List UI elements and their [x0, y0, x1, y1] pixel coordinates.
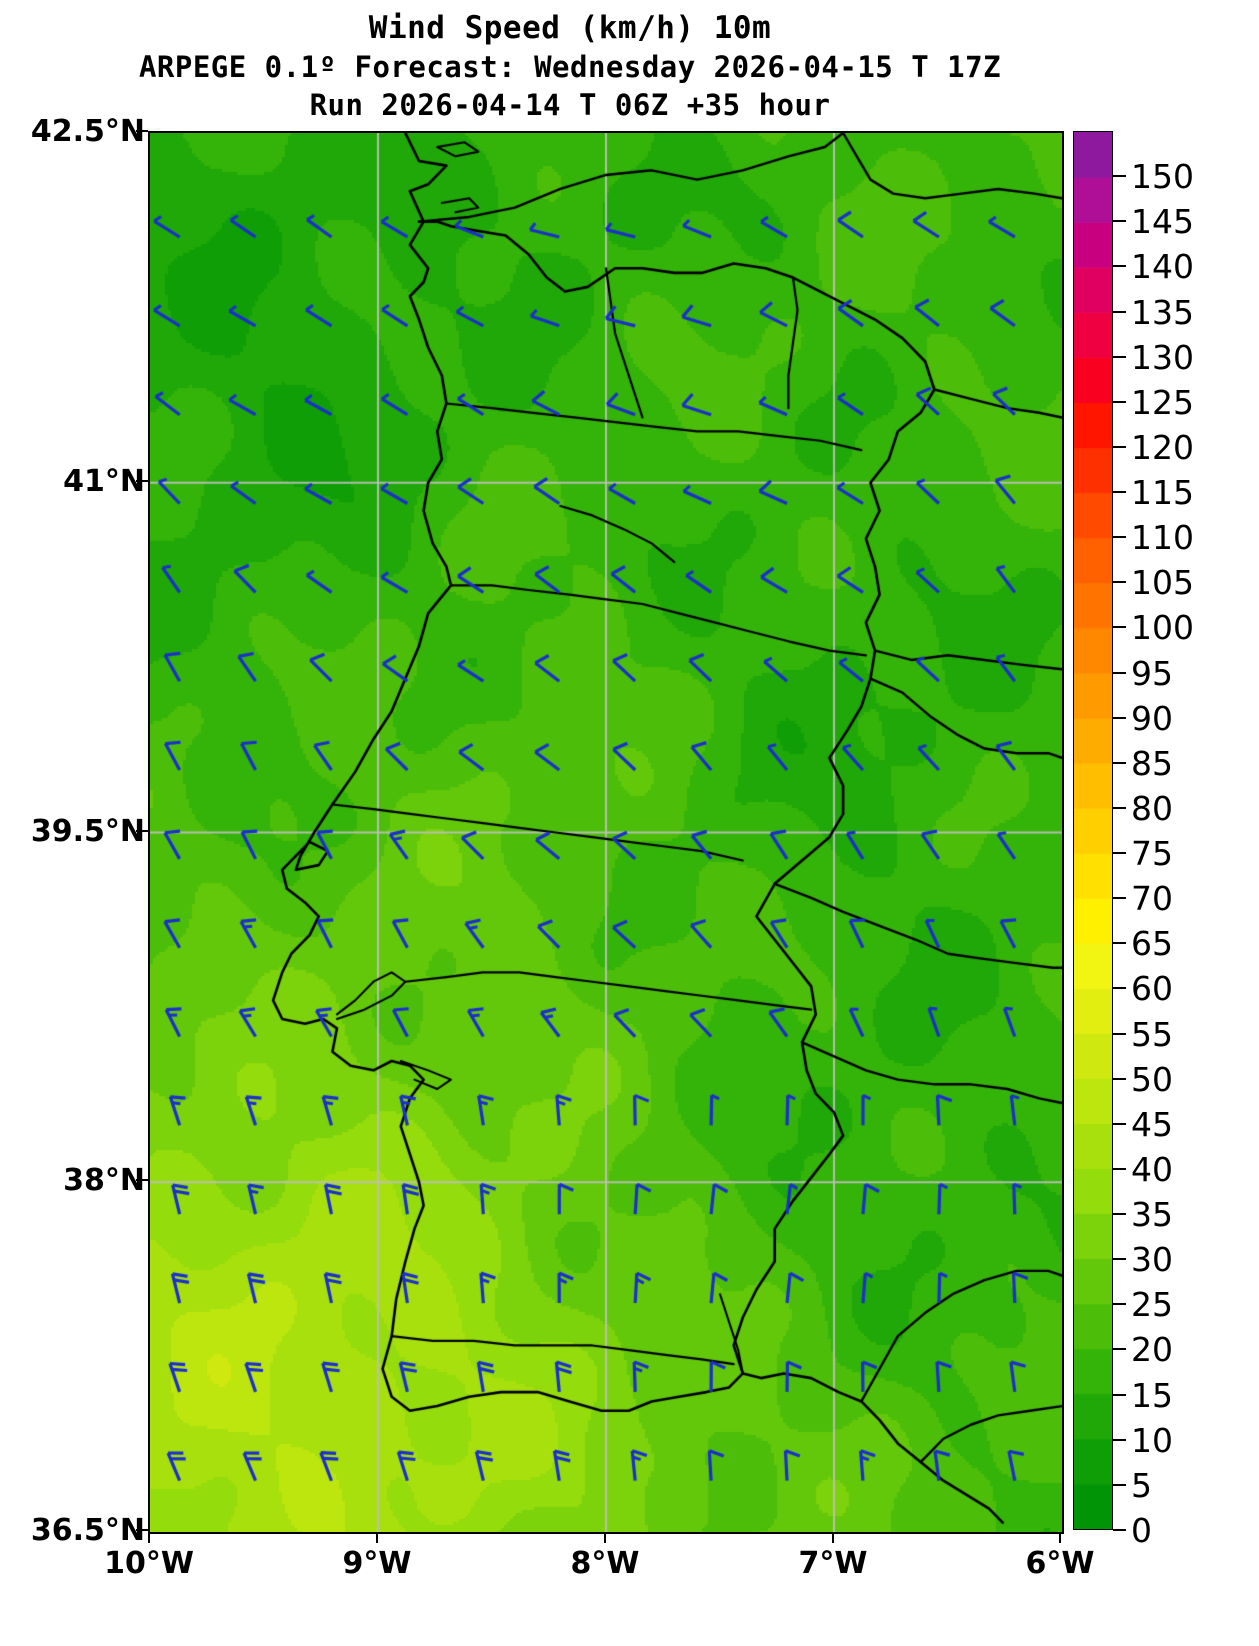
- lon-tick-mark: [148, 1533, 150, 1543]
- lon-tick-mark: [604, 1533, 606, 1543]
- colorbar-tick-label: 30: [1131, 1240, 1173, 1280]
- lon-tick-label: 10°W: [104, 1546, 194, 1581]
- colorbar-tick-label: 95: [1131, 653, 1173, 693]
- colorbar-tick-label: 145: [1131, 202, 1194, 242]
- lon-tick-mark: [376, 1533, 378, 1543]
- lon-tick-mark: [1059, 1533, 1061, 1543]
- colorbar-tick-mark: [1113, 1213, 1126, 1216]
- wind-speed-contour-layer: [150, 133, 1062, 1532]
- colorbar-tick-label: 85: [1131, 743, 1173, 783]
- colorbar-tick-mark: [1113, 400, 1126, 403]
- colorbar-tick-label: 105: [1131, 563, 1194, 603]
- colorbar-tick-mark: [1113, 355, 1126, 358]
- colorbar-tick-mark: [1113, 1303, 1126, 1306]
- colorbar-tick-label: 90: [1131, 698, 1173, 738]
- colorbar-tick-label: 140: [1131, 247, 1194, 287]
- colorbar-tick-label: 25: [1131, 1285, 1173, 1325]
- colorbar-tick-mark: [1113, 1348, 1126, 1351]
- colorbar-tick-mark: [1113, 806, 1126, 809]
- colorbar-tick-mark: [1113, 671, 1126, 674]
- colorbar-tick-mark: [1113, 716, 1126, 719]
- colorbar-tick-label: 110: [1131, 518, 1194, 558]
- lat-tick-label: 39.5°N: [30, 814, 145, 849]
- lat-tick-label: 38°N: [63, 1163, 145, 1198]
- lon-tick-label: 9°W: [342, 1546, 412, 1581]
- colorbar-tick-label: 35: [1131, 1195, 1173, 1235]
- run-subtitle: Run 2026-04-14 T 06Z +35 hour: [309, 88, 831, 122]
- colorbar-tick-label: 0: [1131, 1511, 1152, 1550]
- colorbar-gradient: [1074, 132, 1112, 1529]
- colorbar-tick-mark: [1113, 491, 1126, 494]
- colorbar-tick-label: 150: [1131, 157, 1194, 197]
- colorbar-tick-mark: [1113, 220, 1126, 223]
- colorbar-tick-label: 55: [1131, 1014, 1173, 1054]
- lat-tick-mark: [136, 1179, 148, 1181]
- colorbar-tick-mark: [1113, 1258, 1126, 1261]
- lon-tick-label: 6°W: [1025, 1546, 1095, 1581]
- colorbar-tick-mark: [1113, 761, 1126, 764]
- colorbar-tick-mark: [1113, 1167, 1126, 1170]
- colorbar-tick-mark: [1113, 1483, 1126, 1486]
- colorbar-tick-mark: [1113, 852, 1126, 855]
- colorbar-tick-label: 75: [1131, 834, 1173, 874]
- lat-tick-mark: [136, 130, 148, 132]
- lat-tick-label: 41°N: [63, 464, 145, 499]
- colorbar-tick-mark: [1113, 175, 1126, 178]
- colorbar-tick-mark: [1113, 987, 1126, 990]
- colorbar-tick-label: 5: [1131, 1465, 1152, 1505]
- colorbar-tick-mark: [1113, 897, 1126, 900]
- lat-tick-label: 42.5°N: [30, 114, 145, 149]
- colorbar-tick-label: 135: [1131, 292, 1194, 332]
- lat-tick-mark: [136, 480, 148, 482]
- colorbar-tick-label: 100: [1131, 608, 1194, 648]
- lon-tick-label: 7°W: [798, 1546, 868, 1581]
- colorbar-tick-mark: [1113, 1393, 1126, 1396]
- colorbar-tick-label: 40: [1131, 1149, 1173, 1189]
- colorbar-tick-label: 65: [1131, 924, 1173, 964]
- colorbar-tick-mark: [1113, 1122, 1126, 1125]
- lon-tick-mark: [832, 1533, 834, 1543]
- page-title: Wind Speed (km/h) 10m: [368, 10, 772, 46]
- colorbar-tick-mark: [1113, 265, 1126, 268]
- chart-title-block: Wind Speed (km/h) 10m ARPEGE 0.1º Foreca…: [0, 8, 1140, 124]
- colorbar-tick-mark: [1113, 1077, 1126, 1080]
- colorbar-tick-label: 70: [1131, 879, 1173, 919]
- forecast-subtitle: ARPEGE 0.1º Forecast: Wednesday 2026-04-…: [138, 50, 1002, 84]
- colorbar-tick-mark: [1113, 1438, 1126, 1441]
- colorbar-tick-label: 10: [1131, 1420, 1173, 1460]
- colorbar-tick-label: 50: [1131, 1059, 1173, 1099]
- lat-tick-label: 36.5°N: [30, 1513, 145, 1548]
- colorbar-tick-label: 120: [1131, 427, 1194, 467]
- lon-tick-label: 8°W: [570, 1546, 640, 1581]
- colorbar-tick-mark: [1113, 581, 1126, 584]
- colorbar-tick-mark: [1113, 536, 1126, 539]
- colorbar-tick-mark: [1113, 445, 1126, 448]
- weather-map[interactable]: [148, 131, 1064, 1534]
- colorbar-tick-mark: [1113, 310, 1126, 313]
- colorbar-tick-mark: [1113, 626, 1126, 629]
- colorbar-tick-label: 125: [1131, 382, 1194, 422]
- colorbar-tick-label: 60: [1131, 969, 1173, 1009]
- lat-tick-mark: [136, 1529, 148, 1531]
- colorbar-tick-label: 45: [1131, 1104, 1173, 1144]
- colorbar-tick-label: 20: [1131, 1330, 1173, 1370]
- colorbar-tick-label: 130: [1131, 337, 1194, 377]
- colorbar-tick-label: 80: [1131, 788, 1173, 828]
- colorbar-tick-mark: [1113, 942, 1126, 945]
- colorbar-tick-mark: [1113, 1032, 1126, 1035]
- colorbar-tick-label: 15: [1131, 1375, 1173, 1415]
- colorbar-tick-label: 115: [1131, 473, 1194, 513]
- colorbar-tick-mark: [1113, 1529, 1126, 1531]
- lat-tick-mark: [136, 830, 148, 832]
- colorbar: [1073, 131, 1113, 1530]
